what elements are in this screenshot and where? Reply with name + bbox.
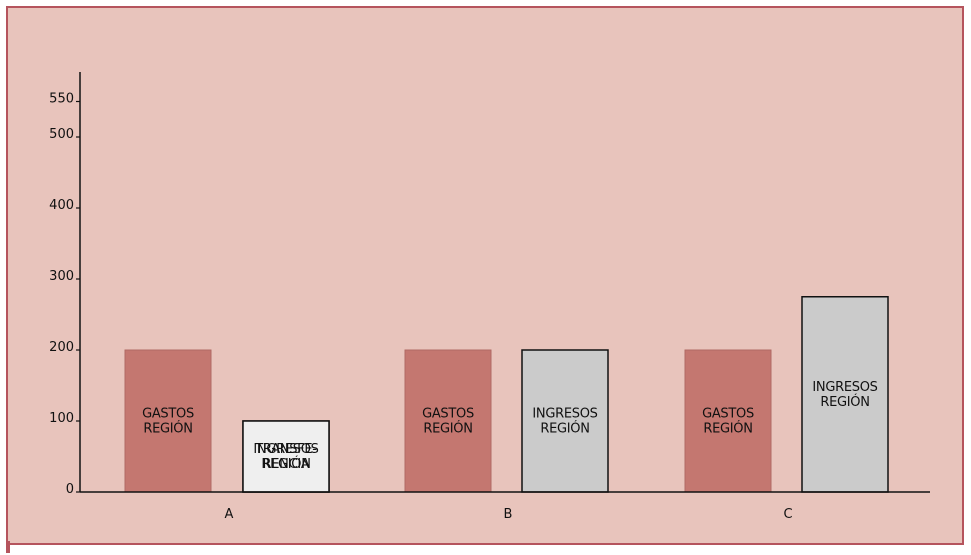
bar-label-a-gastos: GASTOS REGIÓN	[142, 407, 194, 437]
y-tick-label-0: 0	[66, 482, 74, 497]
bar-c-ingresos	[801, 296, 889, 493]
y-tick-label-500: 500	[49, 127, 74, 142]
bar-label-c-ingresos: INGRESOS REGIÓN	[812, 380, 877, 410]
bar-label-a-transferencia: TRANSFE-RENCIA	[254, 442, 317, 472]
y-tick-label-550: 550	[49, 92, 74, 107]
bar-label-b-ingresos: INGRESOS REGIÓN	[532, 407, 597, 437]
bar-a-gastos	[124, 349, 212, 493]
y-tick-label-400: 400	[49, 198, 74, 213]
x-category-label-a: A	[225, 507, 234, 522]
y-tick-label-200: 200	[49, 340, 74, 355]
axes-layer	[76, 72, 930, 493]
frame-corner-marker	[6, 541, 10, 553]
bar-label-c-gastos: GASTOS REGIÓN	[702, 407, 754, 437]
y-tick-label-100: 100	[49, 411, 74, 426]
x-category-label-b: B	[504, 507, 513, 522]
x-category-label-c: C	[783, 507, 792, 522]
y-tick-label-300: 300	[49, 269, 74, 284]
bars-layer	[124, 296, 889, 493]
bar-label-a-ingresos: INGRESOS REGIÓN	[253, 442, 318, 472]
bar-label-b-gastos: GASTOS REGIÓN	[422, 407, 474, 437]
